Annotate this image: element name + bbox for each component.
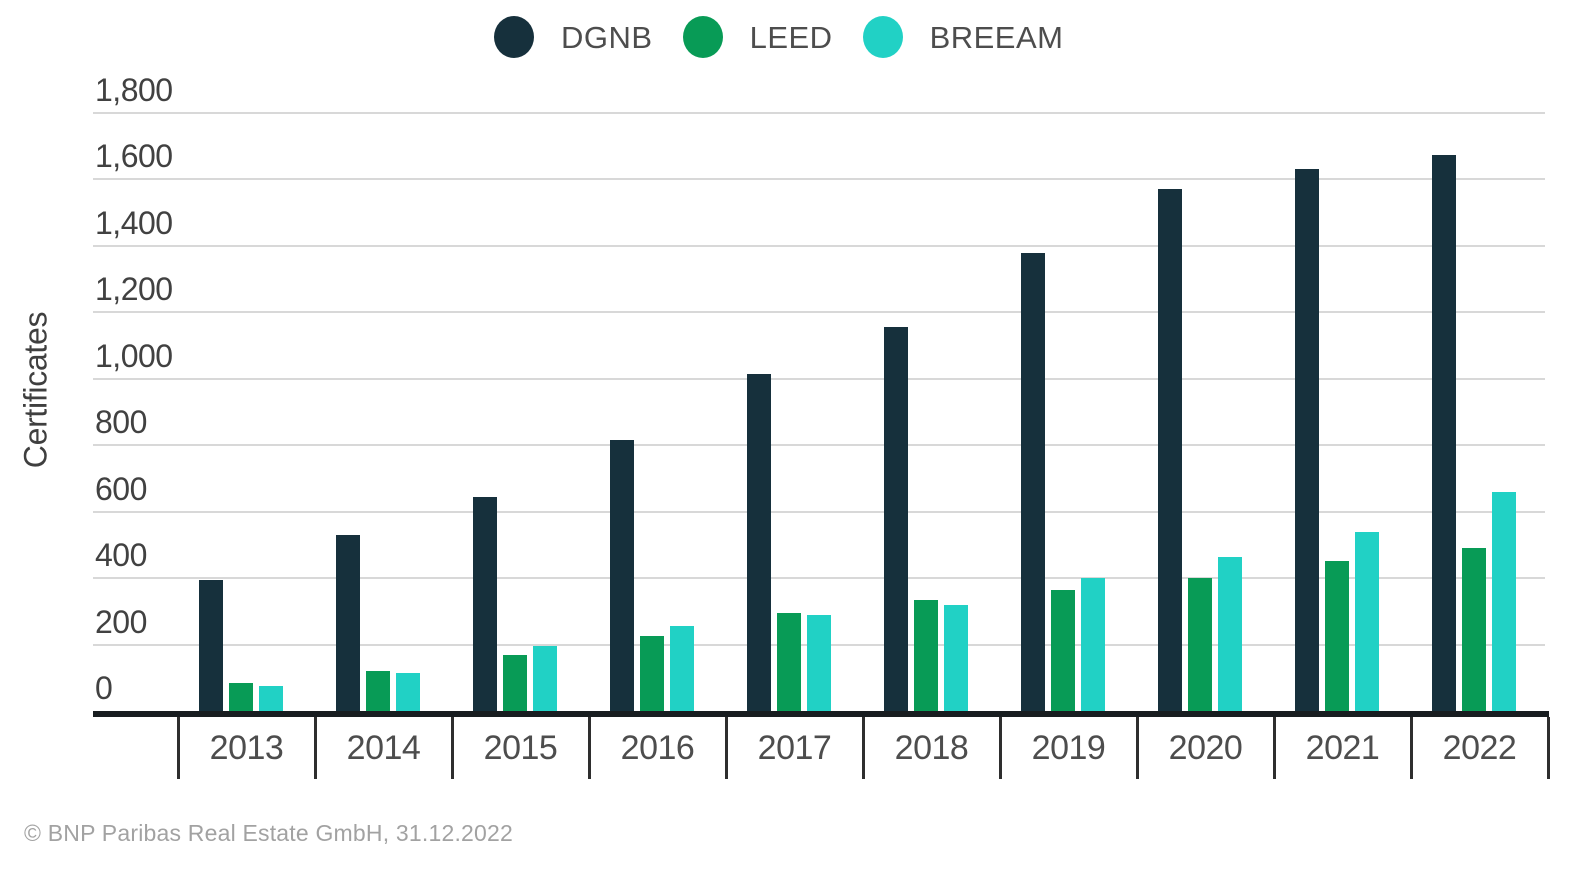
- bar-leed-2015: [503, 655, 527, 711]
- x-tick-0: [177, 717, 180, 779]
- bar-dgnb-2013: [199, 580, 223, 711]
- y-tick-label-1400: 1,400: [95, 204, 173, 241]
- y-tick-label-1000: 1,000: [95, 337, 173, 374]
- bar-dgnb-2022: [1432, 155, 1456, 711]
- y-tick-label-200: 200: [95, 603, 147, 640]
- x-tick-7: [1136, 717, 1139, 779]
- bar-group-2018: [863, 113, 1000, 711]
- y-tick-label-400: 400: [95, 537, 147, 574]
- gridline-1000: [93, 377, 1545, 380]
- bar-leed-2017: [777, 613, 801, 711]
- x-tick-label-2013: 2013: [209, 729, 284, 767]
- bar-leed-2016: [640, 636, 664, 711]
- bar-dgnb-2017: [747, 374, 771, 711]
- y-tick-label-1800: 1,800: [95, 72, 173, 108]
- x-tick-2: [451, 717, 454, 779]
- bar-dgnb-2019: [1021, 253, 1045, 711]
- bar-breeam-2013: [259, 686, 283, 711]
- x-tick-label-2021: 2021: [1305, 729, 1380, 767]
- bar-breeam-2021: [1355, 532, 1379, 711]
- bar-leed-2013: [229, 683, 253, 711]
- bar-leed-2021: [1325, 561, 1349, 711]
- x-tick-6: [999, 717, 1002, 779]
- x-tick-10: [1547, 717, 1550, 779]
- legend-label-leed: LEED: [749, 19, 833, 55]
- bar-dgnb-2018: [884, 327, 908, 711]
- gridline-1200: [93, 311, 1545, 314]
- bar-group-2016: [589, 113, 726, 711]
- bar-dgnb-2014: [336, 535, 360, 711]
- bar-leed-2019: [1051, 590, 1075, 711]
- x-tick-8: [1273, 717, 1276, 779]
- x-axis-baseline: [93, 711, 1549, 717]
- x-tick-label-2015: 2015: [483, 729, 558, 767]
- y-tick-label-1600: 1,600: [95, 138, 173, 175]
- bar-breeam-2018: [944, 605, 968, 711]
- legend-item-dgnb: DGNB: [494, 16, 653, 58]
- x-tick-label-2018: 2018: [894, 729, 969, 767]
- x-tick-1: [314, 717, 317, 779]
- bar-group-2013: [178, 113, 315, 711]
- bar-leed-2014: [366, 671, 390, 711]
- legend-item-leed: LEED: [682, 16, 833, 58]
- gridline-600: [93, 510, 1545, 513]
- x-tick-label-2017: 2017: [757, 729, 832, 767]
- y-axis-title: Certificates: [17, 311, 54, 469]
- legend-dot-leed: [682, 16, 723, 58]
- bar-group-2021: [1274, 113, 1411, 711]
- bar-breeam-2022: [1492, 492, 1516, 711]
- bar-breeam-2014: [396, 673, 420, 711]
- bar-group-2014: [315, 113, 452, 711]
- plot-area: 1,800 1,600 1,400 1,200 1,000 800 600 400 200 0 20…: [93, 73, 1550, 779]
- bar-breeam-2020: [1218, 557, 1242, 711]
- gridline-1400: [93, 244, 1545, 247]
- bar-group-2017: [726, 113, 863, 711]
- chart-legend: DGNB LEED BREEAM: [494, 14, 1063, 60]
- x-tick-9: [1410, 717, 1413, 779]
- bar-group-2019: [1000, 113, 1137, 711]
- bar-leed-2018: [914, 600, 938, 711]
- y-tick-label-800: 800: [95, 404, 147, 441]
- x-tick-label-2022: 2022: [1442, 729, 1517, 767]
- gridline-800: [93, 444, 1545, 447]
- bar-leed-2022: [1462, 548, 1486, 711]
- bar-leed-2020: [1188, 578, 1212, 711]
- y-tick-label-0: 0: [95, 670, 113, 706]
- gridline-400: [93, 577, 1545, 580]
- y-tick-label-1200: 1,200: [95, 271, 173, 308]
- bar-dgnb-2016: [610, 440, 634, 711]
- y-tick-label-600: 600: [95, 470, 147, 507]
- legend-dot-breeam: [862, 16, 903, 58]
- x-tick-label-2019: 2019: [1031, 729, 1106, 767]
- bar-dgnb-2021: [1295, 169, 1319, 711]
- x-tick-label-2016: 2016: [620, 729, 695, 767]
- bar-breeam-2015: [533, 646, 557, 711]
- legend-label-dgnb: DGNB: [561, 19, 653, 55]
- legend-label-breeam: BREEAM: [929, 19, 1064, 55]
- x-tick-label-2020: 2020: [1168, 729, 1243, 767]
- bar-group-2020: [1137, 113, 1274, 711]
- bar-breeam-2019: [1081, 578, 1105, 711]
- bar-breeam-2017: [807, 615, 831, 711]
- legend-item-breeam: BREEAM: [862, 16, 1064, 58]
- gridline-1800: [93, 112, 1545, 114]
- gridline-1600: [93, 178, 1545, 181]
- x-tick-3: [588, 717, 591, 779]
- bar-group-2015: [452, 113, 589, 711]
- x-tick-4: [725, 717, 728, 779]
- bar-dgnb-2015: [473, 497, 497, 711]
- bar-group-2022: [1411, 113, 1548, 711]
- legend-dot-dgnb: [494, 16, 534, 58]
- source-attribution: © BNP Paribas Real Estate GmbH, 31.12.20…: [24, 820, 514, 846]
- x-tick-5: [862, 717, 865, 779]
- x-tick-label-2014: 2014: [346, 729, 421, 767]
- bar-dgnb-2020: [1158, 189, 1182, 711]
- bar-breeam-2016: [670, 626, 694, 711]
